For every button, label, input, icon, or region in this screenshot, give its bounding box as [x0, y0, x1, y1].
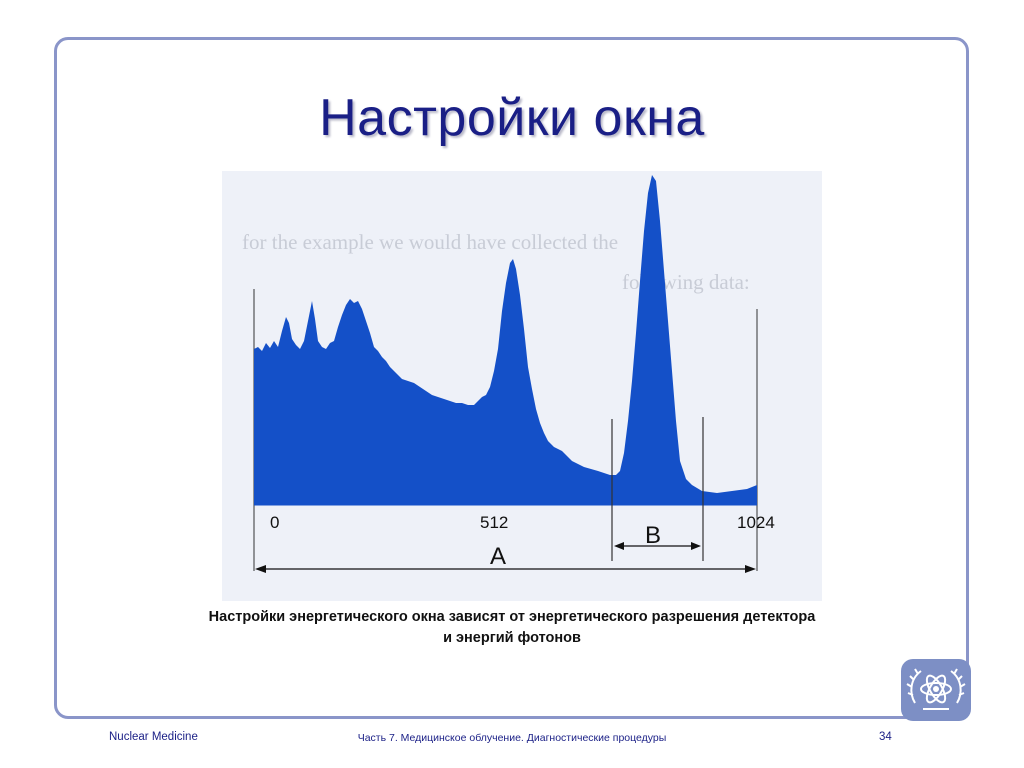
- slide-caption: Настройки энергетического окна зависят о…: [100, 607, 924, 649]
- window-b-label: B: [645, 522, 661, 549]
- ghost-text-1: for the example we would have collected …: [242, 230, 618, 254]
- tick-label-512: 512: [480, 513, 508, 532]
- caption-line-2: и энергий фотонов: [443, 630, 581, 646]
- slide-title: Настройки окна: [319, 89, 705, 147]
- tick-label-1024: 1024: [737, 513, 775, 532]
- iaea-atom-laurel-icon: [906, 668, 966, 710]
- spectrum-area: [254, 175, 757, 505]
- spectrum-svg: for the example we would have collected …: [242, 175, 775, 573]
- iaea-logo: [901, 659, 971, 721]
- footer-course-name: Nuclear Medicine: [109, 731, 198, 743]
- tick-label-0: 0: [270, 513, 279, 532]
- footer-section-title: Часть 7. Медицинское облучение. Диагност…: [357, 732, 667, 744]
- window-a-label: A: [490, 543, 506, 570]
- footer-page-number: 34: [879, 731, 892, 743]
- spectrum-figure: for the example we would have collected …: [222, 171, 822, 601]
- caption-line-1: Настройки энергетического окна зависят о…: [208, 609, 816, 625]
